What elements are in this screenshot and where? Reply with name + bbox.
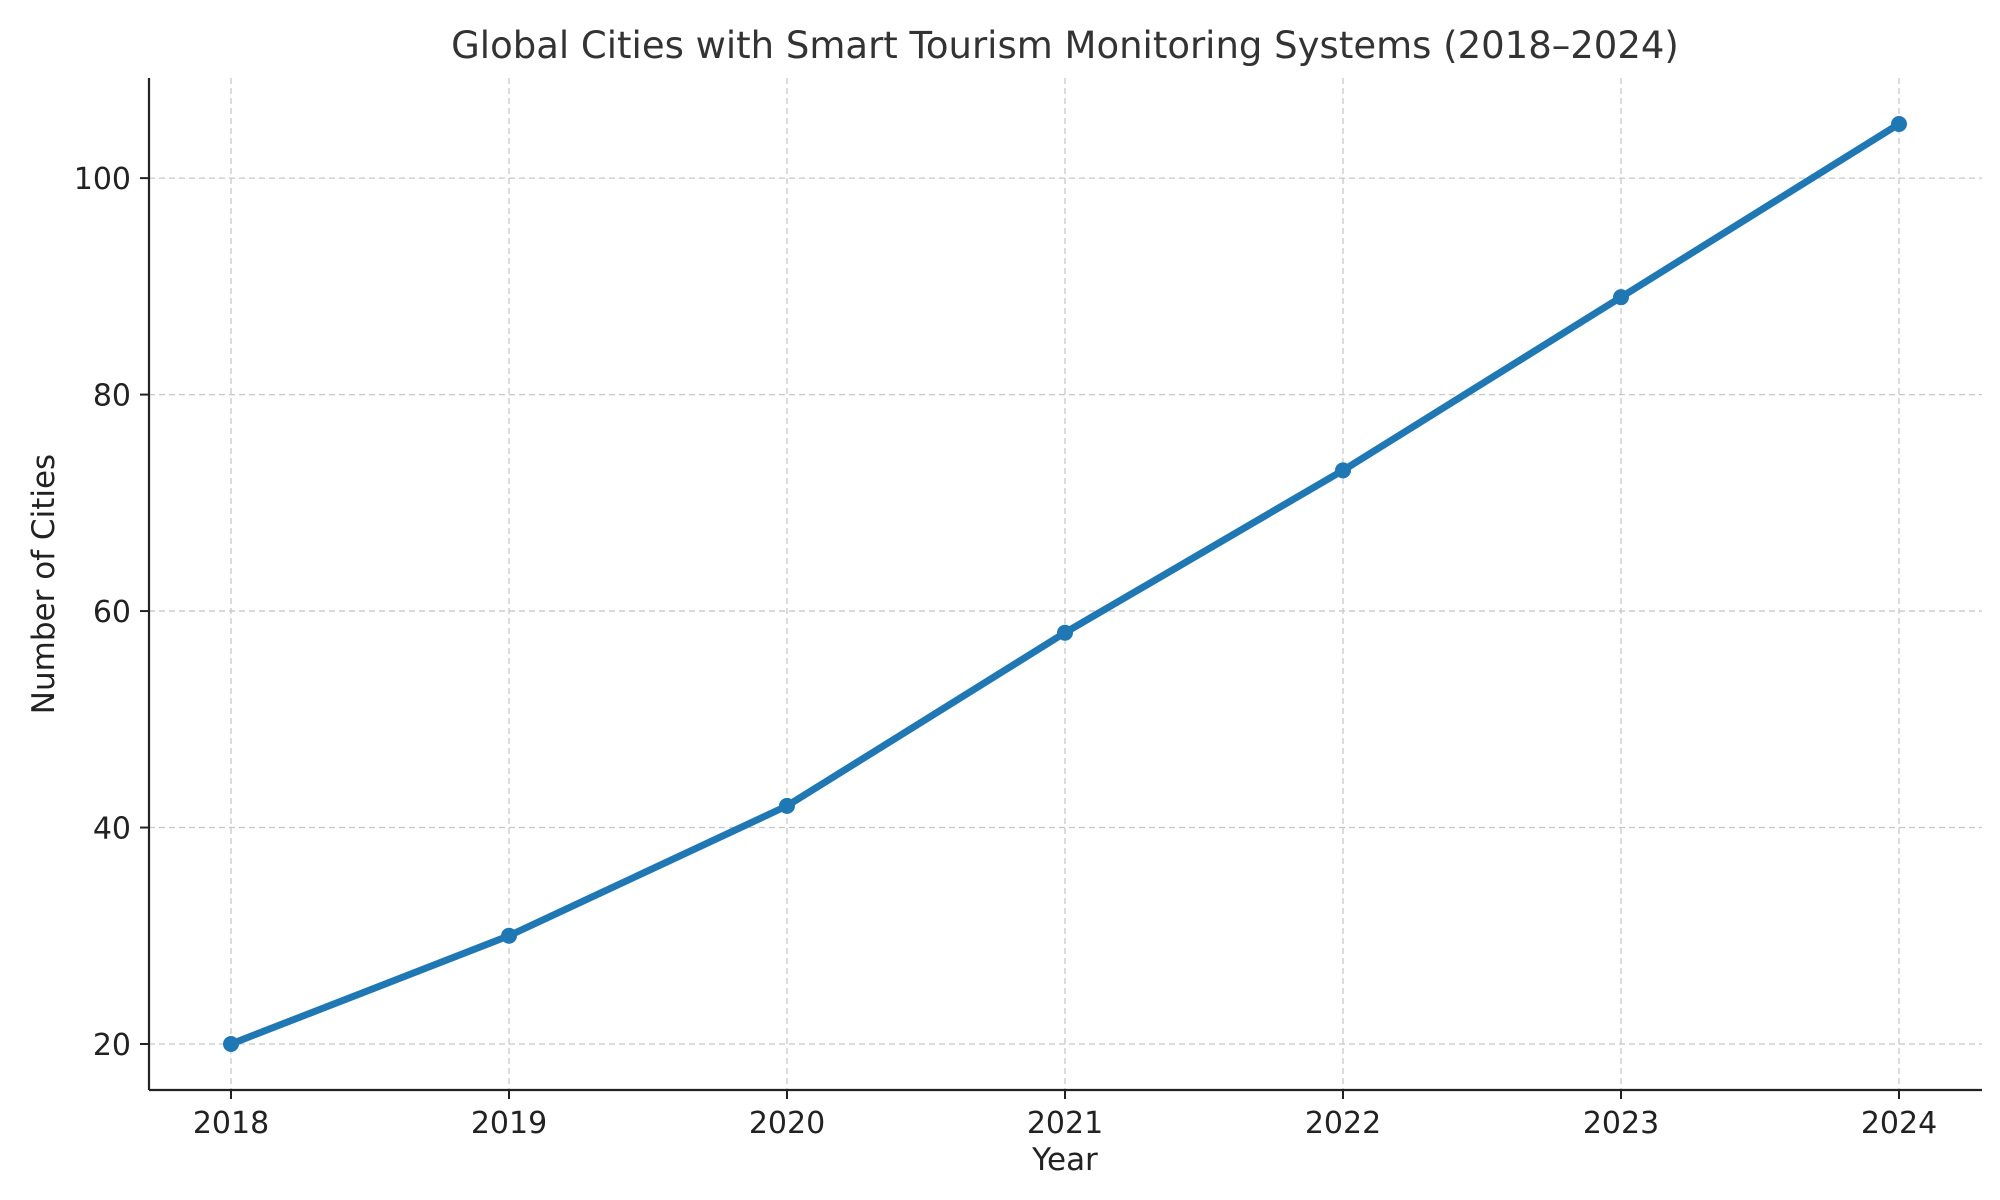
y-tick-label: 20 — [93, 1028, 131, 1063]
data-point — [779, 797, 795, 814]
y-tick-label: 80 — [93, 379, 131, 414]
grid — [149, 78, 1982, 1090]
data-point — [1057, 624, 1073, 641]
ticks: 2018 2019 2020 2021 2022 2023 2024 20 40 60 80 100 — [74, 162, 1937, 1141]
data-point — [1891, 116, 1907, 132]
data-point — [1613, 289, 1629, 306]
data-point — [501, 927, 517, 944]
data-point — [223, 1036, 239, 1052]
x-tick-label: 2019 — [471, 1106, 547, 1141]
x-tick-label: 2022 — [1305, 1106, 1381, 1141]
series — [223, 116, 1907, 1052]
x-tick-label: 2023 — [1583, 1106, 1659, 1141]
y-axis-label: Number of Cities — [26, 454, 62, 714]
y-tick-label: 40 — [93, 812, 131, 847]
x-tick-label: 2021 — [1027, 1106, 1103, 1141]
data-point — [1335, 462, 1351, 479]
y-tick-label: 60 — [93, 595, 131, 630]
x-axis-label: Year — [1031, 1142, 1098, 1178]
x-tick-label: 2020 — [749, 1106, 825, 1141]
x-tick-label: 2018 — [193, 1106, 269, 1141]
y-tick-label: 100 — [74, 162, 131, 197]
x-tick-label: 2024 — [1861, 1106, 1937, 1141]
chart-title: Global Cities with Smart Tourism Monitor… — [451, 24, 1679, 67]
